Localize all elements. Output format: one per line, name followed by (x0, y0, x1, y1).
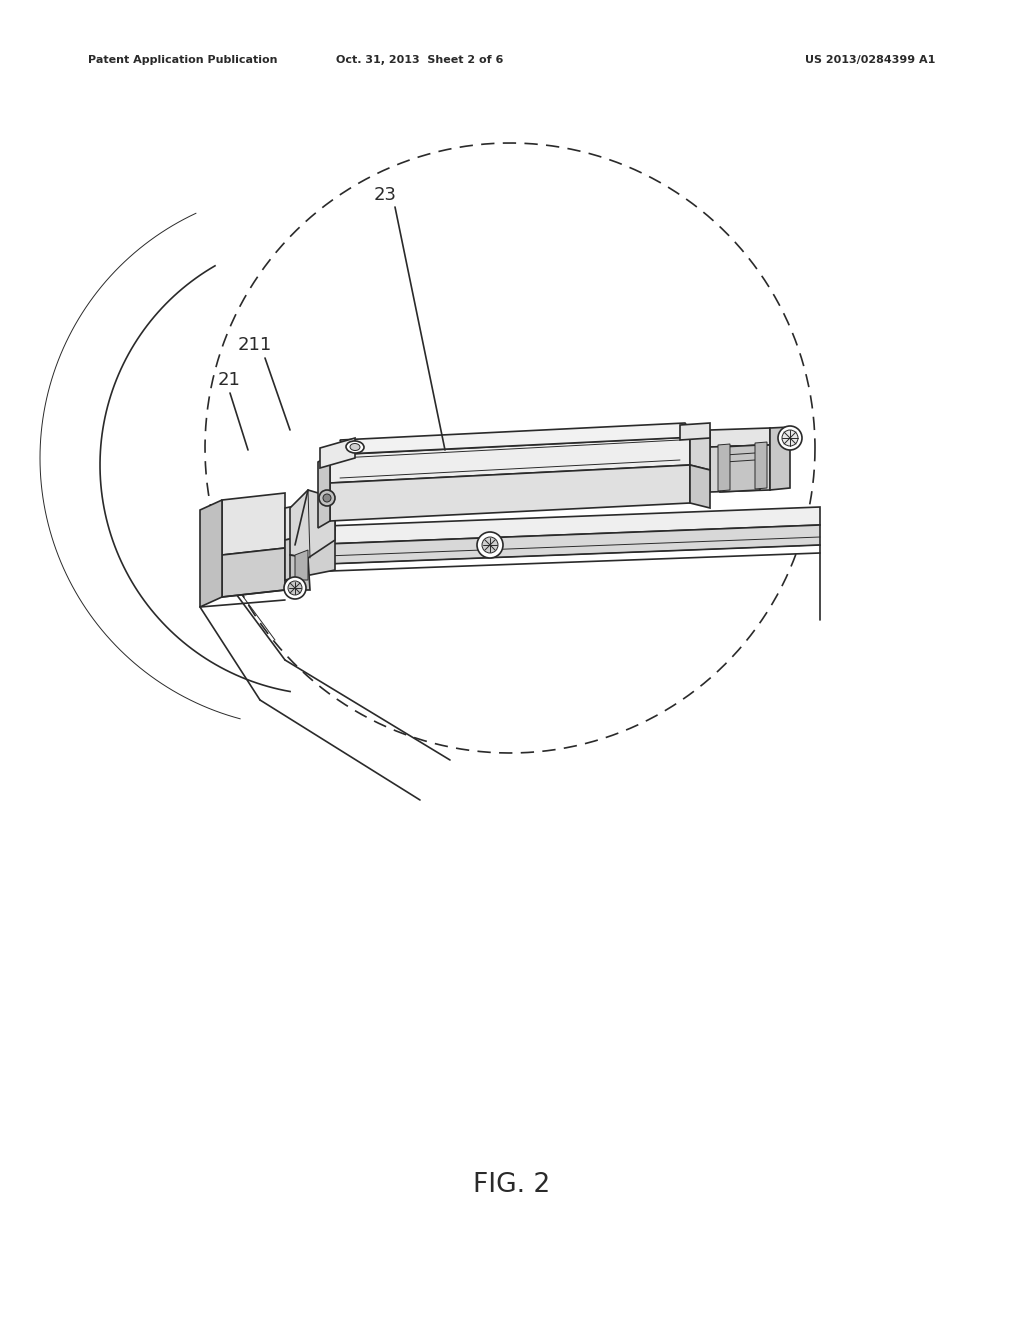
Polygon shape (222, 548, 285, 597)
Circle shape (288, 581, 302, 595)
Polygon shape (330, 437, 690, 483)
Polygon shape (710, 428, 770, 447)
Circle shape (782, 430, 798, 446)
Circle shape (778, 426, 802, 450)
Ellipse shape (350, 444, 360, 450)
Polygon shape (720, 445, 760, 492)
Text: Patent Application Publication: Patent Application Publication (88, 55, 278, 65)
Polygon shape (295, 550, 308, 579)
Text: FIG. 2: FIG. 2 (473, 1172, 551, 1199)
Ellipse shape (346, 441, 364, 453)
Polygon shape (340, 422, 695, 454)
Polygon shape (222, 525, 820, 568)
Circle shape (482, 537, 498, 553)
Polygon shape (290, 554, 310, 590)
Polygon shape (285, 531, 335, 579)
Polygon shape (710, 445, 770, 492)
Circle shape (477, 532, 503, 558)
Polygon shape (319, 438, 355, 469)
Polygon shape (318, 455, 330, 528)
Polygon shape (770, 426, 790, 490)
Text: Oct. 31, 2013  Sheet 2 of 6: Oct. 31, 2013 Sheet 2 of 6 (336, 55, 504, 65)
Polygon shape (285, 498, 335, 540)
Polygon shape (290, 490, 335, 558)
Circle shape (323, 494, 331, 502)
Polygon shape (222, 507, 820, 548)
Text: US 2013/0284399 A1: US 2013/0284399 A1 (805, 55, 935, 65)
Polygon shape (755, 442, 767, 488)
Text: 211: 211 (238, 337, 272, 354)
Circle shape (319, 490, 335, 506)
Circle shape (284, 577, 306, 599)
Polygon shape (718, 444, 730, 491)
Text: 23: 23 (374, 186, 396, 205)
Text: 21: 21 (218, 371, 241, 389)
Polygon shape (680, 422, 710, 440)
Polygon shape (690, 465, 710, 508)
Polygon shape (222, 492, 285, 554)
Polygon shape (330, 465, 690, 521)
Polygon shape (200, 500, 222, 607)
Polygon shape (690, 433, 710, 470)
